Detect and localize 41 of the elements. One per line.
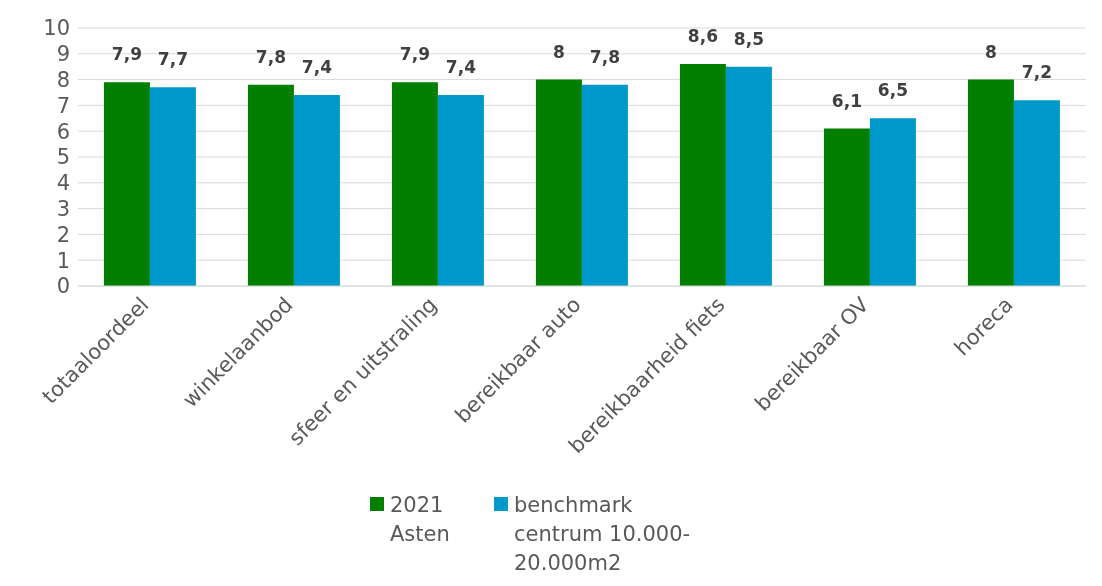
y-tick-label: 9 [56,42,70,67]
bar [869,118,916,286]
data-label: 8 [553,41,565,62]
bar [103,82,150,286]
bar [391,82,438,286]
y-tick-label: 0 [56,274,70,299]
data-label: 8,5 [733,28,764,49]
bar [535,79,582,286]
data-label: 8 [985,41,997,62]
bar [1013,100,1060,286]
bar [679,64,726,286]
data-label: 6,1 [831,90,862,111]
bar [581,84,628,286]
data-label: 7,2 [1021,62,1052,83]
bar [437,95,484,286]
bar [823,128,870,286]
bar [247,84,294,286]
y-tick-label: 1 [56,248,70,273]
y-tick-label: 4 [56,171,70,196]
data-label: 7,4 [301,57,333,78]
data-label: 7,7 [157,49,188,70]
legend-label: benchmark centrum 10.000-20.000m2 [514,492,692,577]
y-tick-label: 6 [56,119,70,144]
data-label: 8,6 [687,26,718,47]
data-label: 6,5 [877,80,908,101]
bar [149,87,196,286]
bar [967,79,1014,286]
bar [293,95,340,286]
y-tick-label: 8 [56,68,70,93]
y-tick-label: 2 [56,222,70,247]
data-label: 7,4 [445,57,477,78]
bar [725,66,772,286]
data-label: 7,9 [111,44,142,65]
y-tick-label: 10 [43,16,70,41]
data-label: 7,9 [399,44,430,65]
data-label: 7,8 [255,46,286,67]
y-tick-label: 7 [56,93,70,118]
y-tick-label: 5 [56,145,70,170]
data-label: 7,8 [589,46,620,67]
y-tick-label: 3 [56,197,70,222]
legend-label: 2021 Asten [390,492,451,548]
